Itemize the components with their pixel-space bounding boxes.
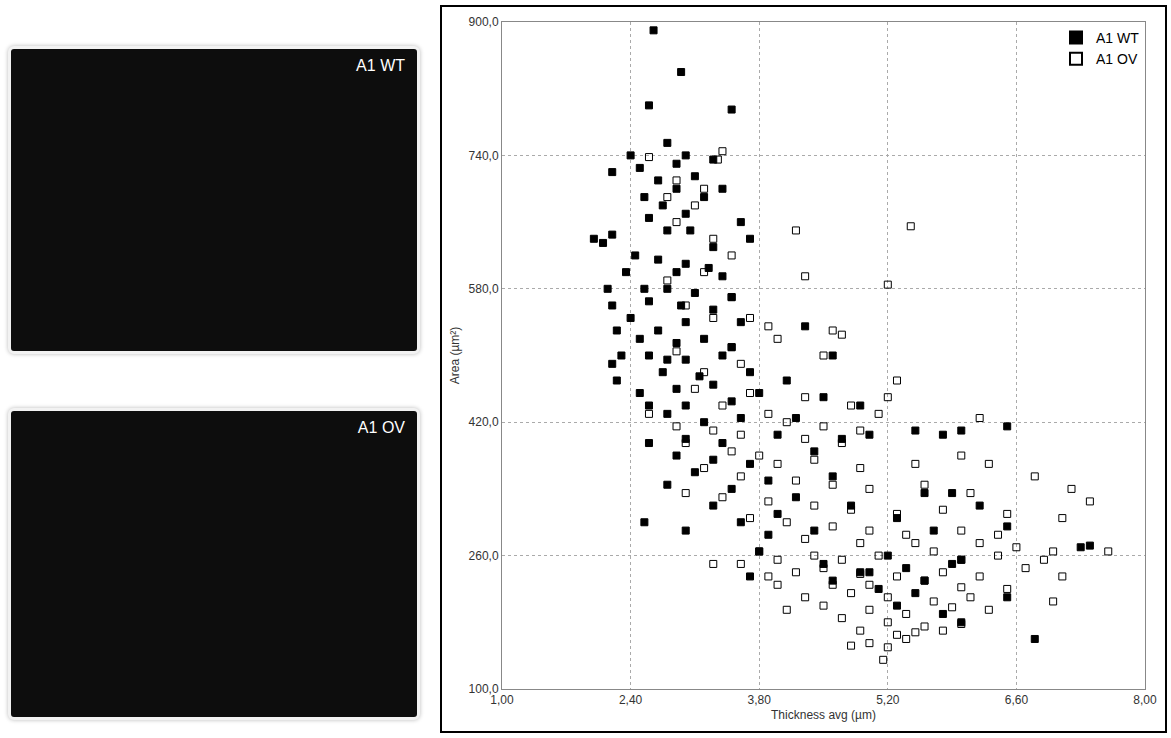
svg-text:A1 WT: A1 WT [1096, 30, 1139, 46]
svg-text:100,0: 100,0 [469, 682, 499, 696]
svg-text:A1 OV: A1 OV [1096, 51, 1138, 67]
svg-text:6,60: 6,60 [1005, 693, 1029, 707]
svg-text:260,0: 260,0 [469, 549, 499, 563]
svg-text:1,00: 1,00 [490, 693, 514, 707]
svg-text:3,80: 3,80 [748, 693, 772, 707]
svg-text:Thickness avg (µm): Thickness avg (µm) [771, 708, 876, 722]
svg-text:8,00: 8,00 [1133, 693, 1157, 707]
svg-text:5,20: 5,20 [876, 693, 900, 707]
svg-text:2,40: 2,40 [619, 693, 643, 707]
svg-text:900,0: 900,0 [469, 15, 499, 29]
svg-text:Area (µm²): Area (µm²) [448, 327, 462, 385]
svg-text:740,0: 740,0 [469, 149, 499, 163]
svg-text:580,0: 580,0 [469, 282, 499, 296]
html-text:A1 OV: A1 OV [357, 419, 405, 436]
svg-text:420,0: 420,0 [469, 415, 499, 429]
html-text:A1 WT: A1 WT [356, 57, 405, 74]
